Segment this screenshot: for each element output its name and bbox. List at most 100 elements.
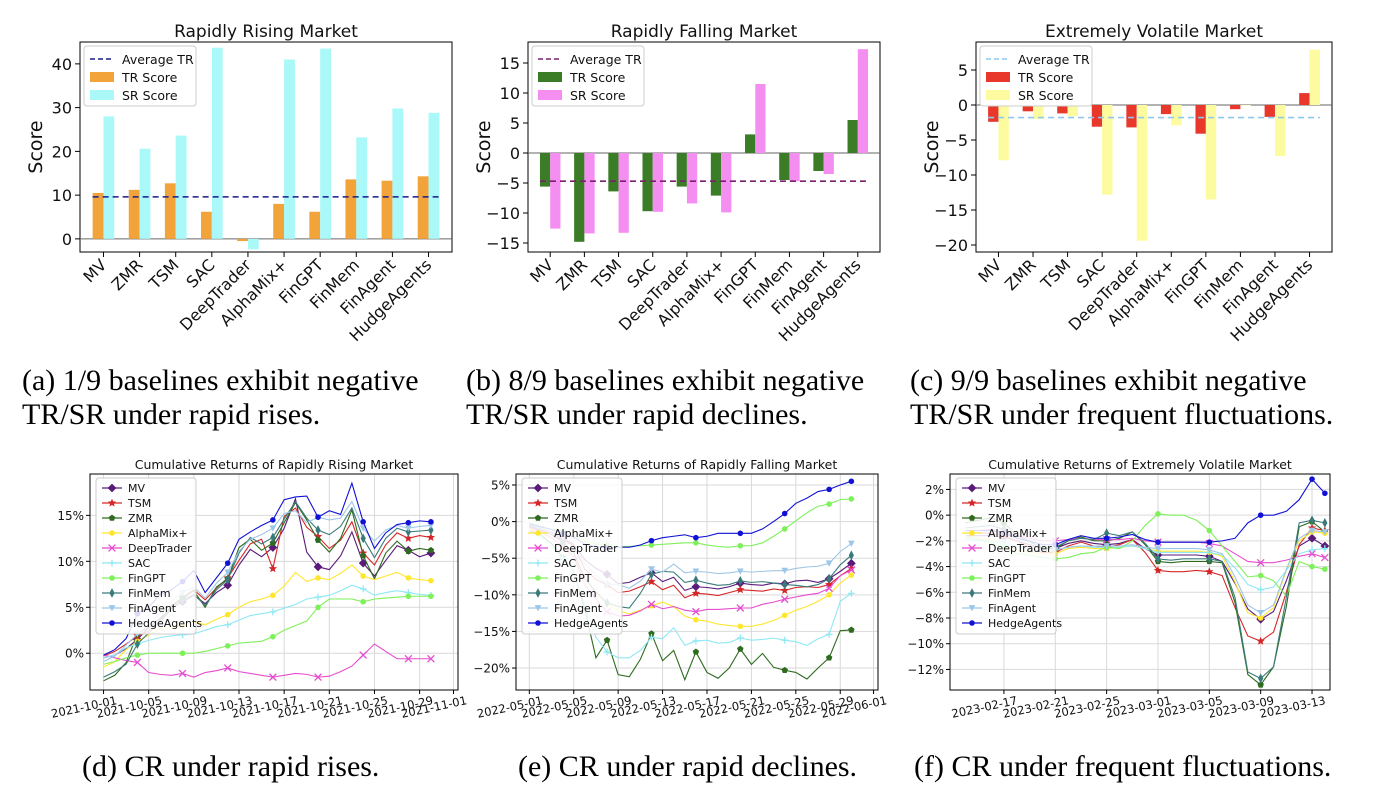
marker-tsm	[1256, 636, 1265, 645]
legend-label-finagent: FinAgent	[128, 602, 177, 615]
legend-label-sac: SAC	[988, 557, 1011, 570]
bar-tr-score-zmr	[1022, 105, 1034, 112]
legend-marker-alphamix	[109, 530, 115, 536]
legend: Average TR TR Score SR Score	[83, 45, 197, 107]
chart-title: Cumulative Returns of Rapidly Rising Mar…	[135, 457, 414, 472]
bar-sr-score-finagent	[1274, 105, 1286, 157]
marker-fingpt	[1309, 563, 1315, 570]
y-tick-label: 0	[510, 144, 520, 163]
marker-finagent	[825, 560, 833, 567]
marker-zmr	[314, 536, 322, 543]
legend-label-tsm: TSM	[553, 497, 577, 510]
legend-marker-finagent	[108, 605, 116, 612]
bar-sr-score-hudgeagents	[428, 112, 440, 239]
marker-fingpt	[405, 593, 412, 600]
legend-marker-tsm	[533, 498, 543, 507]
bar-sr-score-fingpt	[755, 84, 766, 153]
caption-f: (f) CR under frequent fluctuations.	[914, 750, 1332, 783]
bar-sr-score-finagent	[823, 153, 834, 174]
y-axis-label: Score	[473, 120, 495, 173]
caption-b: (b) 8/9 baselines exhibit negative TR/SR…	[466, 364, 865, 431]
bar-tr-score-mv	[539, 153, 551, 187]
legend-label-mv: MV	[128, 482, 145, 495]
legend-marker-hedgeagents	[109, 620, 115, 626]
marker-tsm	[691, 588, 701, 597]
legend-label-zmr: ZMR	[988, 512, 1013, 525]
marker-hedgeagents	[405, 519, 412, 526]
bar-tr-score-mv	[988, 105, 999, 122]
y-tick-label: 0%	[925, 509, 944, 523]
bar-sr-score-deeptrader	[686, 153, 698, 204]
y-tick-label: −6%	[915, 586, 944, 600]
legend-marker-sac	[968, 559, 976, 567]
legend-label-average-tr: Average TR	[1018, 52, 1090, 67]
caption-c: (c) 9/9 baselines exhibit negative TR/SR…	[910, 364, 1334, 431]
marker-finagent	[692, 568, 700, 575]
legend-label-alphamix: AlphaMix+	[554, 527, 614, 540]
marker-finmem	[405, 527, 411, 537]
marker-zmr	[848, 626, 855, 633]
marker-zmr	[781, 666, 788, 673]
legend-label-hedgeagents: HedgeAgents	[988, 617, 1062, 630]
y-tick-label: −12%	[907, 663, 944, 677]
y-tick-label: 5	[510, 114, 520, 133]
marker-fingpt	[360, 598, 366, 605]
marker-alphamix	[270, 592, 276, 599]
marker-tsm	[426, 533, 436, 541]
bar-tr-score-finmem	[345, 179, 357, 239]
legend-label-zmr: ZMR	[128, 512, 153, 525]
marker-alphamix	[737, 623, 744, 630]
marker-sac	[224, 621, 232, 629]
legend-label-zmr: ZMR	[554, 512, 579, 525]
marker-sac	[1257, 586, 1265, 594]
marker-zmr	[427, 546, 435, 554]
legend-label-sac: SAC	[128, 557, 151, 570]
bar-tr-score-deeptrader	[1126, 105, 1137, 128]
x-tick-label: ZMR	[108, 255, 147, 294]
y-tick-label: −8%	[915, 612, 944, 626]
bar-tr-score-finmem	[779, 153, 790, 180]
plot-frame	[975, 41, 1333, 253]
bar-tr-score-alphamix	[1160, 105, 1172, 115]
marker-finmem	[782, 579, 788, 590]
marker-finagent	[269, 525, 277, 532]
marker-sac	[648, 633, 655, 641]
y-tick-label: 10	[500, 84, 520, 103]
bar-sr-score-finmem	[356, 137, 368, 239]
marker-finmem	[1309, 515, 1315, 526]
marker-finmem	[1206, 553, 1212, 564]
y-tick-label: −20%	[473, 662, 510, 676]
series-fingpt	[103, 593, 434, 665]
marker-alphamix	[224, 611, 231, 618]
legend-swatch-tr-score	[986, 72, 1010, 82]
bar-sr-score-tsm	[618, 153, 629, 233]
legend-box	[955, 477, 1057, 635]
marker-hedgeagents	[1155, 539, 1161, 545]
bar-tr-score-hudgeagents	[847, 120, 858, 153]
y-tick-label: 0%	[65, 647, 84, 661]
y-tick-label: −10%	[473, 588, 510, 602]
bar-tr-score-zmr	[128, 189, 140, 239]
legend-marker-fingpt	[109, 575, 115, 581]
marker-zmr	[692, 648, 700, 655]
marker-tsm	[1153, 566, 1163, 574]
y-tick-label: −2%	[915, 534, 944, 548]
legend-label-average-tr: Average TR	[122, 52, 194, 67]
bar-tr-score-sac	[200, 211, 212, 239]
legend-label-deeptrader: DeepTrader	[988, 542, 1052, 555]
marker-mv	[268, 543, 278, 552]
y-tick-label: 15%	[57, 509, 84, 523]
marker-alphamix	[848, 572, 855, 578]
legend-label-deeptrader: DeepTrader	[554, 542, 618, 555]
marker-fingpt	[224, 643, 231, 649]
marker-zmr	[1257, 681, 1264, 688]
marker-deeptrader	[780, 595, 789, 604]
legend-marker-finagent	[968, 605, 976, 612]
marker-finagent	[1205, 546, 1213, 554]
legend-marker-alphamix	[535, 530, 541, 536]
marker-fingpt	[693, 540, 699, 546]
legend-label-alphamix: AlphaMix+	[988, 527, 1048, 540]
marker-deeptrader	[359, 651, 368, 659]
marker-zmr	[359, 552, 367, 559]
marker-fingpt	[428, 593, 434, 600]
